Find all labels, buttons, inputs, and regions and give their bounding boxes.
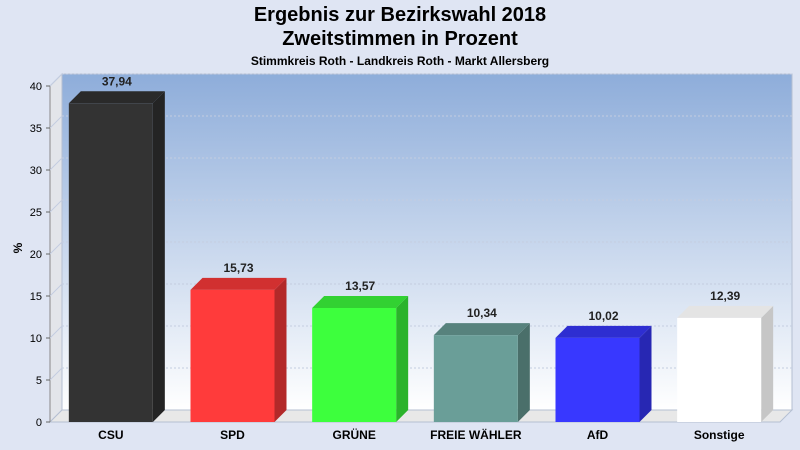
x-tick-label: CSU bbox=[98, 428, 123, 442]
gridline-side bbox=[49, 199, 63, 213]
bar-front bbox=[190, 289, 275, 422]
bar-top bbox=[555, 325, 652, 338]
y-tick-label: 20 bbox=[30, 249, 42, 261]
gridline-side bbox=[49, 241, 63, 255]
bar-side bbox=[761, 305, 774, 422]
bar-spd bbox=[190, 277, 287, 422]
chart-subtitle: Stimmkreis Roth - Landkreis Roth - Markt… bbox=[250, 54, 550, 68]
bar-freie-wähler bbox=[433, 323, 530, 422]
bar-sonstige bbox=[677, 305, 774, 422]
bar-side bbox=[396, 296, 409, 422]
y-axis-title: % bbox=[11, 242, 25, 253]
bar-top bbox=[677, 305, 774, 318]
y-tick-label: 15 bbox=[30, 291, 42, 303]
gridline-side bbox=[49, 73, 63, 87]
bar-front bbox=[312, 308, 397, 422]
bar-top bbox=[433, 323, 530, 336]
y-tick-label: 5 bbox=[36, 375, 42, 387]
chart-title: Ergebnis zur Bezirkswahl 2018 bbox=[253, 4, 547, 26]
y-tick-label: 30 bbox=[30, 165, 42, 177]
data-label: 13,57 bbox=[345, 279, 375, 293]
y-tick-label: 25 bbox=[30, 207, 42, 219]
gridline-side bbox=[49, 367, 63, 381]
x-tick-label: Sonstige bbox=[694, 428, 745, 442]
data-label: 37,94 bbox=[102, 74, 132, 88]
data-label: 15,73 bbox=[223, 261, 253, 275]
y-tick-label: 0 bbox=[36, 417, 42, 429]
bar-side bbox=[274, 277, 287, 422]
bar-side bbox=[639, 325, 652, 422]
gridline-side bbox=[49, 325, 63, 339]
chart-title-line2: Zweitstimmen in Prozent bbox=[282, 28, 518, 50]
data-label: 10,34 bbox=[467, 306, 497, 320]
x-tick-label: FREIE WÄHLER bbox=[430, 427, 522, 442]
gridline-side bbox=[49, 115, 63, 129]
bar-side bbox=[517, 323, 530, 422]
x-tick-label: AfD bbox=[587, 428, 609, 442]
bar-afd bbox=[555, 325, 652, 422]
bar-top bbox=[68, 91, 165, 104]
bar-front bbox=[68, 103, 153, 422]
bar-front bbox=[433, 335, 518, 422]
data-label: 10,02 bbox=[588, 309, 618, 323]
data-label: 12,39 bbox=[710, 289, 740, 303]
y-tick-label: 35 bbox=[30, 123, 42, 135]
y-tick-label: 10 bbox=[30, 333, 42, 345]
x-tick-label: SPD bbox=[220, 428, 245, 442]
gridline-side bbox=[49, 283, 63, 297]
bar-top bbox=[190, 277, 287, 290]
gridline-side bbox=[49, 157, 63, 171]
y-tick-label: 40 bbox=[30, 81, 42, 93]
bar-grüne bbox=[312, 296, 409, 422]
bar-csu bbox=[68, 91, 165, 422]
bar-front bbox=[677, 317, 762, 422]
bar-front bbox=[555, 337, 640, 422]
bar-side bbox=[152, 91, 165, 422]
bar-top bbox=[312, 296, 409, 309]
x-tick-label: GRÜNE bbox=[332, 427, 375, 442]
